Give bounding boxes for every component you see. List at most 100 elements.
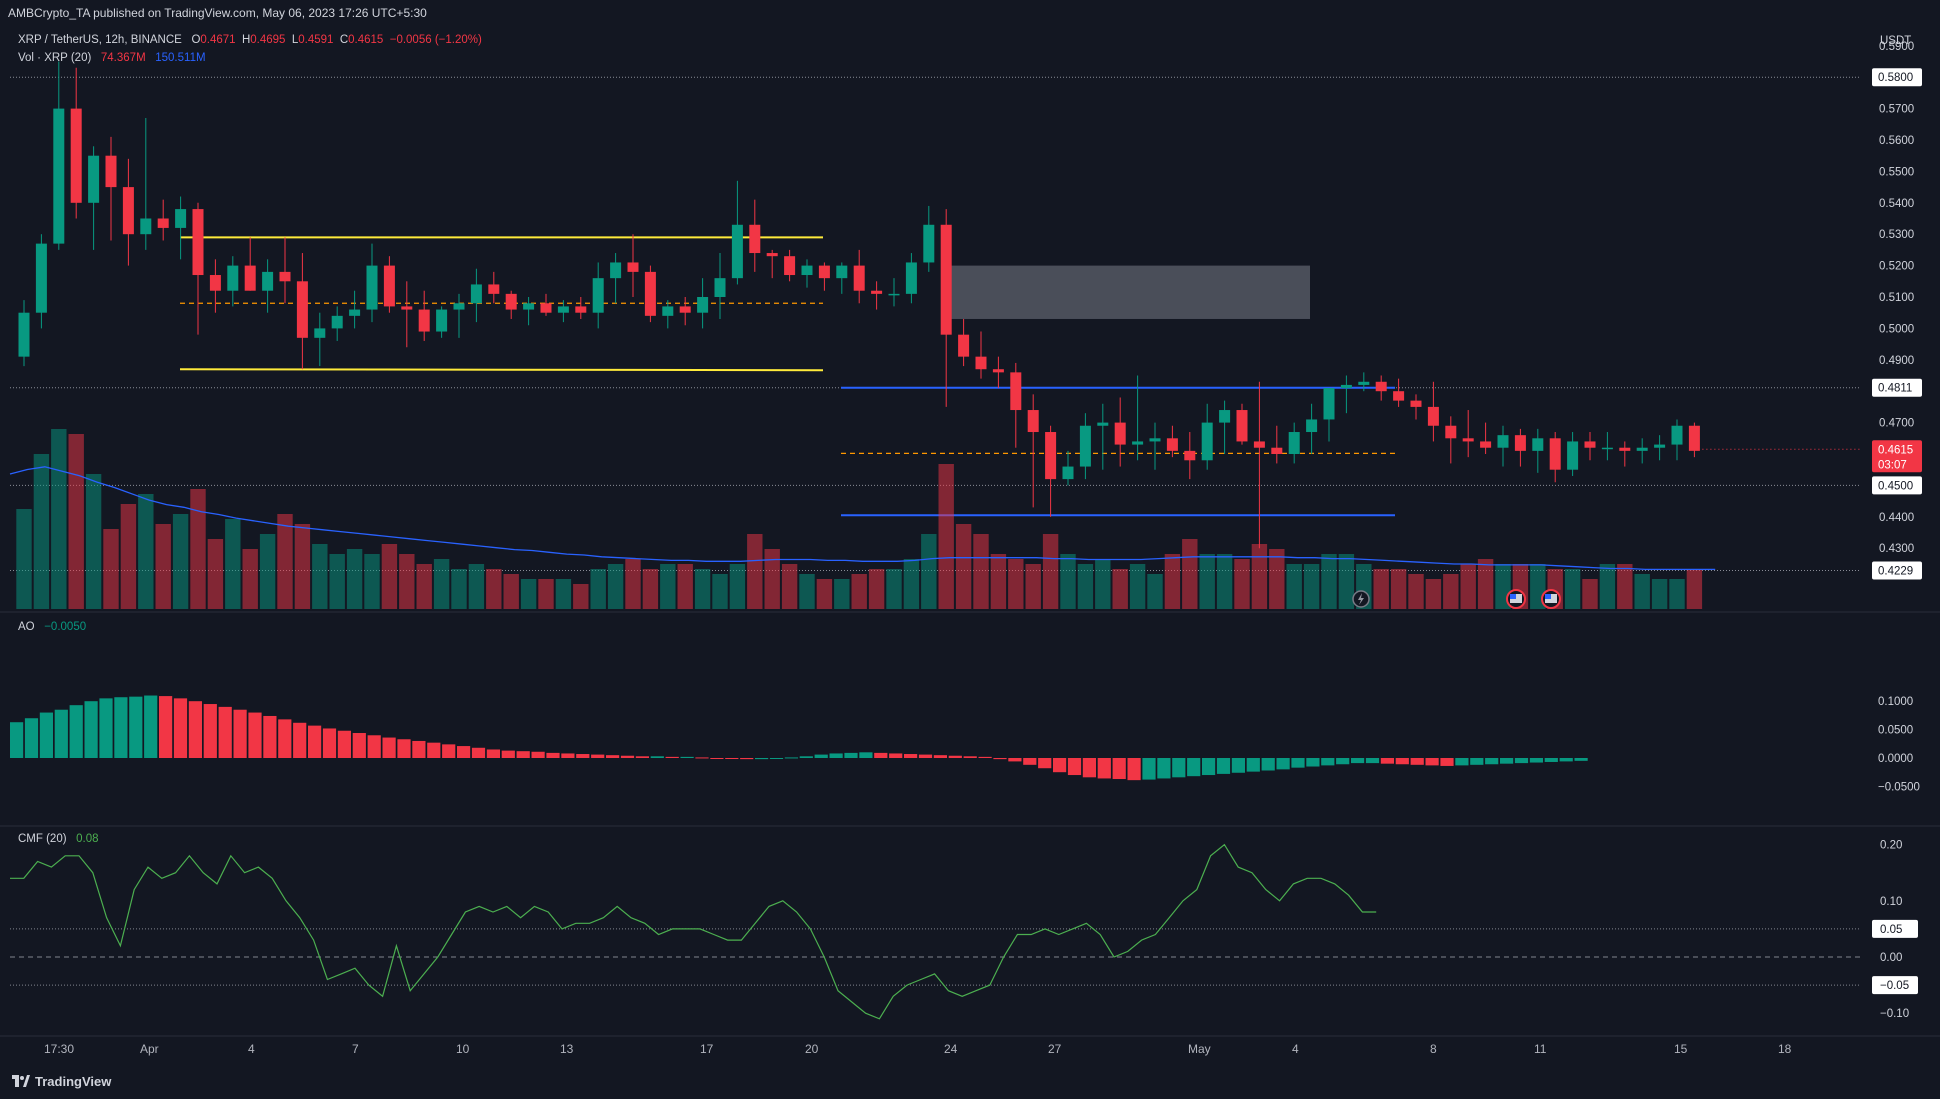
volume-bar	[433, 559, 450, 609]
candle-body	[453, 303, 465, 310]
ao-bar	[978, 756, 992, 758]
candle-body	[418, 309, 430, 332]
candle-body	[818, 265, 830, 279]
ao-bar	[397, 739, 411, 758]
candle-body	[1410, 400, 1422, 407]
volume-bar	[538, 579, 554, 609]
volume-bar	[51, 429, 67, 609]
ao-bar	[606, 755, 620, 758]
candle-body	[1427, 406, 1439, 426]
ao-bar	[635, 756, 649, 758]
volume-bar	[781, 564, 798, 609]
ao-bar	[278, 719, 292, 758]
candle-body	[540, 303, 552, 313]
ao-legend: AO −0.0050	[18, 621, 86, 633]
ao-bar	[1291, 758, 1305, 768]
tradingview-logo[interactable]: TradingView	[12, 1074, 111, 1089]
symbol-label[interactable]: XRP / TetherUS, 12h, BINANCE	[18, 34, 182, 46]
ao-bar	[546, 752, 560, 758]
time-axis-tick: 24	[944, 1042, 958, 1056]
ao-bar	[948, 755, 962, 758]
candle-body	[192, 209, 204, 276]
candle-body	[1619, 447, 1631, 451]
candle-body	[383, 265, 395, 307]
volume-bar	[520, 579, 537, 609]
volume-bar	[1199, 554, 1215, 609]
candle-body	[1636, 447, 1648, 451]
volume-bar	[1408, 574, 1424, 609]
candle-body	[888, 293, 900, 296]
volume-bar	[973, 534, 989, 609]
volume-bar	[642, 569, 659, 609]
volume-bar	[1634, 574, 1650, 609]
candle-body	[314, 328, 326, 338]
candle-body	[1340, 384, 1352, 389]
time-axis-tick: 7	[352, 1042, 359, 1056]
ao-bar	[993, 758, 1007, 760]
volume-bar	[625, 559, 641, 609]
ao-label[interactable]: AO	[18, 621, 35, 633]
ao-bar	[1425, 758, 1439, 766]
candle-body	[53, 108, 65, 244]
low-label: L	[291, 34, 299, 46]
candle-body	[70, 108, 82, 203]
time-axis-tick: 15	[1674, 1042, 1688, 1056]
supply-zone	[948, 265, 1310, 319]
price-label-box	[1872, 378, 1922, 397]
ao-bar	[1485, 758, 1499, 765]
candle-body	[279, 271, 291, 282]
ao-value: −0.0050	[44, 621, 87, 633]
volume-bar	[16, 509, 32, 609]
volume-bar	[694, 569, 711, 609]
ao-bar	[918, 754, 933, 758]
cmf-label[interactable]: CMF (20)	[18, 833, 67, 845]
high-value: 0.4695	[250, 34, 286, 46]
volume-bar	[312, 544, 328, 609]
volume-bar	[1443, 574, 1459, 609]
price-axis-tick: 0.5300	[1879, 229, 1914, 241]
event-flag-icon	[1510, 594, 1516, 599]
volume-label[interactable]: Vol · XRP (20)	[18, 52, 92, 64]
candle-body	[592, 278, 604, 313]
price-label: 0.4811	[1878, 383, 1912, 395]
close-value: 0.4615	[348, 34, 384, 46]
ao-bar	[337, 730, 351, 758]
ao-bar	[159, 696, 173, 758]
candle-body	[1323, 388, 1335, 420]
candle-body	[436, 309, 448, 332]
candle-body	[836, 265, 848, 279]
ao-bar	[1574, 758, 1588, 761]
time-axis-tick: 17	[700, 1042, 714, 1056]
ao-bar	[933, 755, 947, 758]
ao-bar	[263, 715, 277, 758]
volume-bar	[399, 554, 415, 609]
volume-bar	[590, 569, 606, 609]
time-axis-tick: 27	[1048, 1042, 1062, 1056]
volume-ma-line	[9, 466, 1716, 571]
candle-body	[505, 293, 517, 310]
candle-body	[697, 297, 709, 313]
candle-body	[1184, 450, 1196, 461]
candle-body	[1132, 441, 1144, 445]
ao-bar	[457, 746, 471, 758]
ao-bar	[1410, 758, 1424, 765]
price-label: 0.4615	[1878, 444, 1913, 456]
tradingview-logo-icon	[12, 1075, 30, 1087]
ao-bar	[24, 718, 39, 758]
candle-body	[1027, 410, 1039, 433]
volume-bar	[955, 524, 972, 609]
ao-bar	[84, 701, 98, 758]
candle-body	[557, 306, 569, 313]
close-label: C	[339, 34, 349, 46]
published-header: AMBCrypto_TA published on TradingView.co…	[8, 6, 427, 20]
ao-bar	[144, 695, 158, 758]
ao-bar	[1455, 758, 1469, 766]
candle-body	[1114, 422, 1126, 445]
ao-bar	[680, 756, 694, 758]
ao-bar	[10, 722, 24, 758]
ao-bar	[1276, 758, 1290, 770]
volume-bar	[834, 579, 850, 609]
cmf-value: 0.08	[76, 833, 99, 845]
volume-bar	[329, 554, 345, 609]
